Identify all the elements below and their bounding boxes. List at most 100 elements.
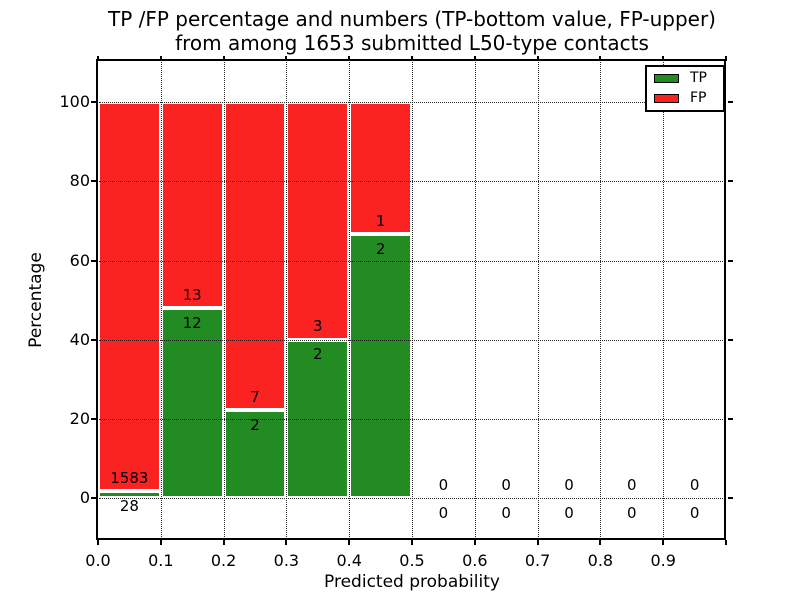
v-gridline — [537, 62, 539, 539]
tp-count-label: 0 — [438, 503, 449, 522]
fp-bar-segment — [349, 102, 412, 235]
x-tick-mark — [536, 540, 539, 545]
y-tick-mark — [728, 259, 733, 262]
y-tick-mark — [728, 180, 733, 183]
x-tick-mark — [411, 540, 413, 545]
x-tick-mark — [473, 56, 476, 61]
legend-item-fp: FP — [654, 91, 716, 106]
x-tick-mark — [725, 56, 727, 61]
x-tick-label: 0.0 — [85, 551, 111, 570]
y-tick-mark — [91, 101, 96, 104]
fp-count-label: 1583 — [110, 468, 149, 487]
fp-count-label: 0 — [627, 475, 637, 494]
v-gridline — [223, 62, 225, 539]
x-tick-mark — [662, 540, 665, 545]
fp-count-label: 0 — [689, 475, 700, 494]
y-tick-mark — [91, 497, 96, 500]
tp-swatch-icon — [654, 74, 679, 83]
y-tick-label: 0 — [79, 488, 90, 508]
x-tick-mark — [662, 56, 665, 61]
legend-label-tp: TP — [690, 70, 707, 86]
x-tick-mark — [97, 540, 99, 545]
x-tick-mark — [411, 56, 413, 61]
x-tick-mark — [536, 56, 539, 61]
x-tick-mark — [725, 540, 727, 545]
x-tick-mark — [348, 56, 351, 61]
tp-bar-segment — [98, 491, 161, 499]
tp-count-label: 0 — [689, 503, 700, 522]
fp-count-label: 13 — [182, 285, 202, 304]
x-tick-mark — [159, 540, 162, 545]
legend-item-tp: TP — [654, 71, 716, 86]
x-tick-mark — [222, 56, 225, 61]
y-tick-label: 20 — [69, 408, 90, 428]
v-gridline — [474, 62, 476, 539]
x-tick-label: 0.5 — [399, 551, 425, 570]
x-tick-mark — [159, 56, 162, 61]
fp-swatch-icon — [654, 94, 679, 103]
v-gridline — [160, 62, 162, 539]
x-tick-mark — [599, 56, 602, 61]
y-tick-mark — [728, 338, 733, 341]
v-gridline — [600, 62, 602, 539]
chart-title-line1: TP /FP percentage and numbers (TP-bottom… — [108, 7, 716, 31]
x-axis-label: Predicted probability — [324, 572, 500, 592]
x-tick-label: 0.2 — [210, 551, 237, 570]
x-tick-label: 0.7 — [524, 551, 551, 570]
x-tick-label: 0.4 — [336, 551, 362, 570]
tp-count-label: 2 — [250, 415, 260, 434]
y-tick-mark — [91, 259, 96, 262]
y-tick-mark — [91, 417, 96, 420]
x-tick-label: 0.3 — [273, 551, 300, 570]
v-gridline — [349, 62, 351, 539]
x-tick-mark — [97, 56, 99, 61]
fp-bar-segment — [98, 102, 161, 492]
fp-bar-segment — [223, 102, 287, 411]
y-tick-label: 40 — [69, 329, 90, 349]
y-tick-mark — [728, 101, 733, 104]
x-tick-label: 0.8 — [587, 551, 614, 570]
y-tick-label: 100 — [59, 92, 90, 112]
x-tick-mark — [285, 540, 288, 545]
x-tick-label: 0.9 — [650, 551, 676, 570]
tp-count-label: 2 — [313, 345, 323, 364]
tp-count-label: 28 — [119, 496, 139, 515]
v-gridline — [663, 62, 665, 539]
y-axis-label: Percentage — [26, 252, 46, 348]
chart-title-line2: from among 1653 submitted L50-type conta… — [175, 31, 649, 55]
x-tick-mark — [599, 540, 602, 545]
y-tick-mark — [91, 338, 96, 341]
tp-count-label: 0 — [564, 503, 574, 522]
y-tick-mark — [91, 180, 96, 183]
tp-count-label: 12 — [182, 313, 202, 332]
fp-bar-segment — [160, 102, 224, 308]
tp-bar-segment — [223, 410, 287, 499]
fp-count-label: 0 — [501, 475, 511, 494]
v-gridline — [412, 62, 413, 539]
tp-count-label: 0 — [501, 503, 511, 522]
x-tick-mark — [348, 540, 351, 545]
x-tick-mark — [285, 56, 288, 61]
x-tick-mark — [473, 540, 476, 545]
fp-count-label: 0 — [438, 475, 449, 494]
v-gridline — [286, 62, 288, 539]
fp-count-label: 1 — [375, 211, 386, 230]
y-tick-label: 60 — [69, 250, 90, 270]
tp-count-label: 2 — [375, 239, 386, 258]
fp-count-label: 3 — [313, 317, 323, 336]
fp-bar-segment — [286, 102, 350, 340]
fp-count-label: 7 — [250, 387, 260, 406]
x-tick-label: 0.6 — [462, 551, 488, 570]
x-tick-mark — [222, 540, 225, 545]
fp-count-label: 0 — [564, 475, 574, 494]
legend-label-fp: FP — [690, 90, 707, 106]
x-tick-label: 0.1 — [148, 551, 174, 570]
y-tick-label: 80 — [69, 171, 90, 191]
legend: TP FP — [645, 65, 725, 112]
y-tick-mark — [728, 417, 733, 420]
chart-title: TP /FP percentage and numbers (TP-bottom… — [24, 7, 800, 55]
y-tick-mark — [728, 497, 733, 500]
tp-count-label: 0 — [627, 503, 637, 522]
tp-bar-segment — [349, 234, 412, 499]
